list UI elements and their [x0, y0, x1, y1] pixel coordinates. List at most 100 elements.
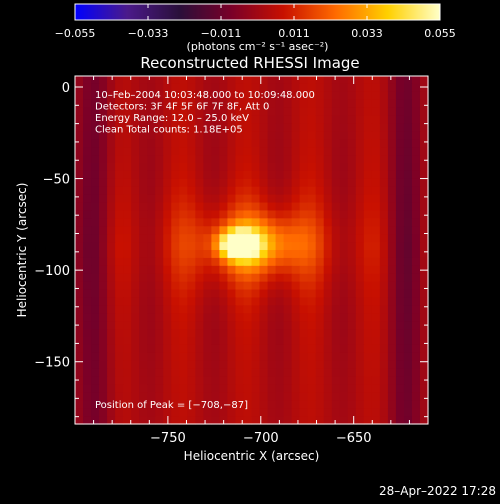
heatmap-cell [75, 115, 84, 125]
heatmap-cell [123, 139, 132, 148]
heatmap-cell [147, 337, 156, 346]
heatmap-cell [251, 155, 261, 164]
heatmap-cell [291, 321, 301, 330]
heatmap-cell [83, 123, 92, 132]
heatmap-cell [195, 131, 204, 140]
heatmap-cell [163, 123, 172, 132]
heatmap-cell [131, 218, 140, 227]
heatmap-cell [403, 313, 413, 322]
heatmap-cell [211, 186, 221, 196]
heatmap-cell [243, 178, 253, 188]
heatmap-cell [363, 265, 373, 275]
heatmap-cell [403, 305, 413, 314]
heatmap-cell [75, 376, 84, 386]
heatmap-cell [331, 91, 341, 101]
heatmap-cell [147, 115, 156, 125]
heatmap-cell [203, 281, 212, 291]
heatmap-cell [211, 99, 221, 109]
heatmap-cell [379, 250, 389, 259]
heatmap-cell [155, 273, 164, 283]
heatmap-cell [171, 99, 180, 109]
heatmap-cell [91, 321, 100, 330]
heatmap-cell [235, 155, 245, 164]
heatmap-cell [163, 99, 172, 109]
heatmap-cell [387, 115, 397, 125]
heatmap-cell [195, 321, 204, 330]
heatmap-cell [355, 210, 365, 219]
heatmap-cell [275, 91, 285, 101]
heatmap-cell [315, 202, 325, 212]
heatmap-cell [147, 265, 156, 275]
heatmap-cell [299, 281, 309, 291]
heatmap-cell [299, 376, 309, 386]
heatmap-cell [371, 163, 381, 172]
heatmap-cell [379, 226, 389, 235]
heatmap-cell [131, 289, 140, 299]
heatmap-cell [107, 107, 116, 117]
heatmap-cell [315, 99, 325, 109]
heatmap-cell [403, 265, 413, 275]
heatmap-cell [155, 376, 164, 386]
heatmap-cell [347, 281, 357, 291]
heatmap-cell [139, 115, 148, 125]
heatmap-cell [147, 163, 156, 172]
heatmap-cell [267, 178, 277, 188]
heatmap-cell [211, 155, 221, 164]
heatmap-cell [235, 408, 245, 417]
heatmap-cell [219, 337, 229, 346]
heatmap-cell [379, 147, 389, 156]
heatmap-cell [211, 91, 221, 101]
heatmap-cell [259, 147, 269, 156]
heatmap-cell [91, 123, 100, 132]
heatmap-cell [179, 257, 188, 267]
heatmap-cell [371, 344, 381, 354]
heatmap-cell [139, 376, 148, 386]
heatmap-cell [307, 194, 317, 204]
heatmap-cell [99, 170, 108, 180]
heatmap-cell [155, 99, 164, 109]
heatmap-cell [91, 360, 100, 370]
heatmap-cell [331, 186, 341, 196]
heatmap-cell [75, 384, 84, 393]
heatmap-cell [179, 321, 188, 330]
heatmap-cell [315, 234, 325, 243]
heatmap-cell [171, 107, 180, 117]
heatmap-cell [131, 265, 140, 275]
heatmap-cell [131, 250, 140, 259]
heatmap-cell [179, 186, 188, 196]
heatmap-cell [171, 242, 180, 251]
heatmap-cell [187, 384, 196, 393]
heatmap-cell [83, 170, 92, 180]
heatmap-cell [283, 218, 293, 227]
heatmap-cell [195, 202, 204, 212]
heatmap-cell [283, 368, 293, 378]
heatmap-cell [131, 210, 140, 219]
heatmap-cell [331, 368, 341, 378]
heatmap-cell [195, 392, 204, 401]
heatmap-cell [251, 329, 261, 338]
heatmap-cell [315, 131, 325, 140]
heatmap-cell [363, 147, 373, 156]
heatmap-cell [387, 408, 397, 417]
heatmap-cell [155, 416, 164, 425]
heatmap-cell [371, 210, 381, 219]
heatmap-cell [395, 91, 405, 101]
heatmap-cell [115, 178, 124, 188]
heatmap-cell [243, 250, 253, 259]
heatmap-cell [211, 178, 221, 188]
heatmap-cell [251, 139, 261, 148]
annotation-line: Clean Total counts: 1.18E+05 [95, 125, 243, 136]
heatmap-cell [75, 218, 84, 227]
heatmap-cell [139, 210, 148, 219]
heatmap-cell [243, 400, 253, 409]
heatmap-cell [411, 76, 421, 85]
heatmap-cell [235, 99, 245, 109]
heatmap-cell [131, 115, 140, 125]
heatmap-cell [83, 202, 92, 212]
heatmap-cell [331, 289, 341, 299]
heatmap-cell [139, 408, 148, 417]
heatmap-cell [211, 305, 221, 314]
heatmap-cell [363, 83, 373, 93]
heatmap-cell [107, 210, 116, 219]
heatmap-cell [307, 344, 317, 354]
